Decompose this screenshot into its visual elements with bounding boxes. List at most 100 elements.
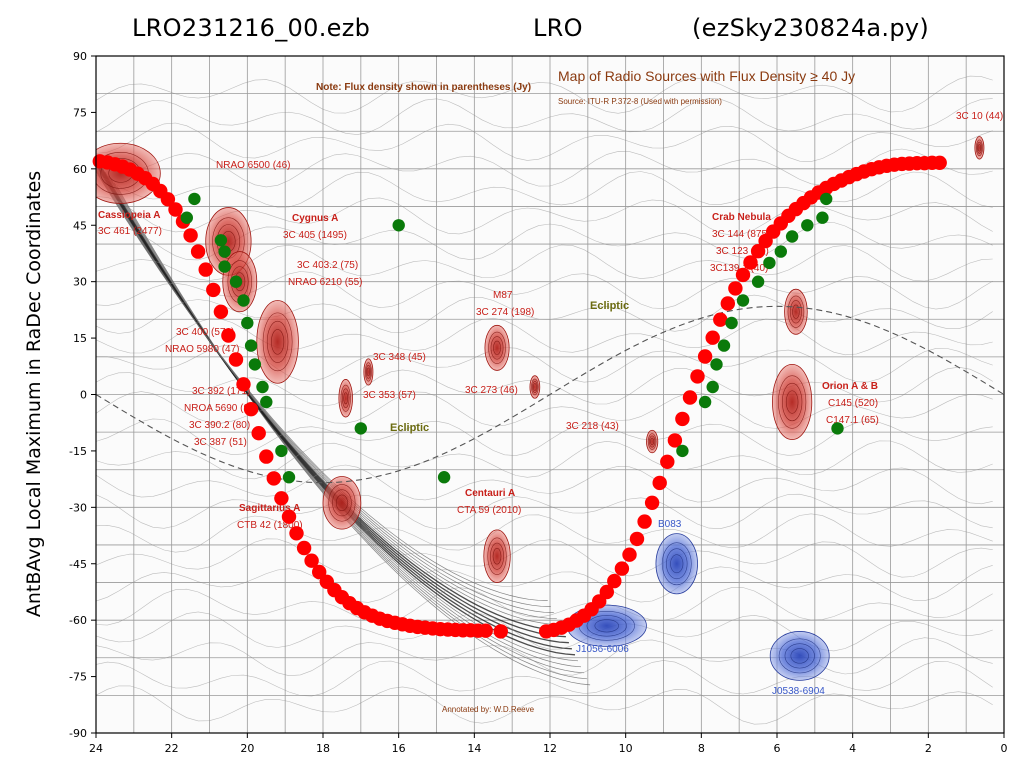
radio-source-contour [790,648,809,664]
radio-source-contour [670,554,684,574]
chart-header: LRO231216_00.ezb LRO (ezSky230824a.py) [96,14,1004,50]
radio-source-contour [977,144,982,152]
radio-source-contour [787,295,805,328]
y-axis: 90 75 60 45 30 15 0 -15 -30 -45 -60 -75 -90 [69,50,96,740]
red-data-point [198,262,213,277]
green-data-point [180,211,193,224]
red-data-point [183,228,198,243]
y-tick-label: -15 [69,445,87,458]
red-data-point [236,377,251,392]
y-axis-label: AntBAvg Local Maximum in RaDec Coordinat… [23,171,45,617]
red-data-point [697,349,713,364]
map-source-label: Sagittarius A [239,503,300,514]
series-red-local-maximum [92,154,947,639]
map-contour-line [96,464,993,505]
map-source-label: Crab Nebula [712,212,771,223]
green-data-point [801,219,814,232]
radio-source-contour [650,437,655,446]
red-data-point [304,553,319,568]
map-source-label: 3C 348 (45) [373,352,426,363]
red-data-point [312,564,327,580]
ecliptic-label-left: Ecliptic [390,422,429,434]
green-data-point [392,219,405,232]
x-tick-label: 8 [698,742,705,755]
green-data-point [698,395,712,409]
radio-source-contour [365,365,371,379]
green-data-point [725,316,738,330]
radio-source-contour [488,331,506,364]
x-tick-label: 24 [89,742,103,755]
map-contour-line [96,391,993,429]
map-source-label: 3C 123 (47) [716,246,769,257]
map-source-label: CTB 42 (1800) [237,520,303,531]
green-data-point [706,380,719,394]
map-contour-line [96,611,993,652]
red-data-point [266,471,281,486]
red-data-point [675,411,690,427]
map-source-label: Centauri A [465,488,515,499]
map-source-label: 3C 403.2 (75) [297,260,358,271]
green-data-point [260,395,273,409]
red-data-point [652,475,667,491]
map-source-label: NRAO 6500 (46) [216,160,290,171]
green-data-point [218,260,231,273]
red-data-point [213,304,229,319]
red-data-point [705,330,720,345]
map-title: Map of Radio Sources with Flux Density ≥… [558,68,855,84]
red-data-point [750,244,766,259]
green-data-point [831,422,844,435]
map-source-label: C147.1 (65) [826,415,879,426]
green-data-point [256,380,269,394]
radio-source-contour [649,435,656,448]
green-data-point [241,316,254,330]
y-tick-label: 45 [73,219,87,232]
map-source-label: 3C 392 (171) [192,386,250,397]
red-data-point [629,531,645,547]
map-source-label: Cassiopeia A [98,210,160,221]
red-data-point [690,369,705,384]
map-contour-line [116,186,591,686]
radio-source-contour [778,638,821,674]
radio-source-contour [266,320,289,363]
radio-source-contour [532,381,538,393]
y-tick-label: 60 [73,163,87,176]
map-source-label: 3C 273 (46) [465,385,518,396]
red-data-point [251,426,266,441]
map-contour-line [96,75,993,114]
red-data-point [160,192,176,207]
map-contour-line [96,565,993,603]
radio-source-contour [594,619,619,633]
x-tick-label: 14 [467,742,481,755]
ecliptic-label-right: Ecliptic [590,300,629,312]
red-data-point [614,561,630,576]
red-data-point [168,202,183,217]
radio-source-contour [335,494,348,512]
x-tick-label: 16 [392,742,406,755]
map-source-label: NRAO 5980 (47) [165,344,239,355]
red-data-point [743,255,758,270]
map-source-label: B083 [658,519,682,530]
red-data-point [493,624,508,639]
radio-source-contour [666,548,688,580]
red-data-point [607,573,622,589]
map-contour-line [96,196,993,236]
radio-source-contour [262,312,293,372]
green-data-point [244,339,258,352]
radio-source-contour [490,542,504,570]
x-tick-label: 2 [925,742,932,755]
map-source-label: 3C 390.2 (80) [189,420,250,431]
map-source-label: 3C 10 (44) [956,111,1003,122]
map-contour-line [96,97,993,135]
radio-source-contour [792,304,800,319]
radio-source-contour [492,548,502,565]
header-site: LRO [533,14,583,42]
y-tick-label: -75 [69,671,87,684]
map-source-label: M87 [493,290,513,301]
map-source-label: 3C 387 (51) [194,437,247,448]
green-data-point [820,192,833,206]
green-data-point [774,245,787,258]
red-data-point [682,390,698,405]
map-source-label: 3C 353 (57) [363,390,416,401]
radio-source-contour [366,367,371,377]
